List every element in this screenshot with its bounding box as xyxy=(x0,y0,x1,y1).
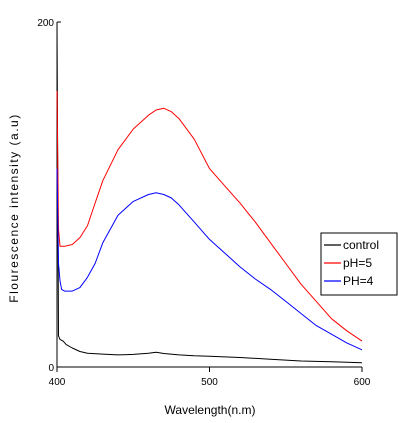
legend: control pH=5 PH=4 xyxy=(320,232,398,296)
x-tick-label: 600 xyxy=(354,377,371,388)
legend-box xyxy=(320,232,398,296)
axes xyxy=(56,22,362,368)
x-tick-label: 500 xyxy=(201,377,218,388)
y-tick-label: 200 xyxy=(37,18,54,29)
ticks: 400 500 600 0 200 xyxy=(37,18,370,388)
y-tick-label: 0 xyxy=(48,363,54,374)
series-line-ph-4 xyxy=(56,168,363,351)
x-axis-title: Wavelength(n.m) xyxy=(165,403,256,417)
x-tick-label: 400 xyxy=(49,377,66,388)
series-line-control xyxy=(56,21,363,364)
y-axis-title: Flourescence intensity (a.u) xyxy=(7,113,21,302)
series-layer xyxy=(56,21,363,364)
legend-label: pH=5 xyxy=(343,256,372,270)
legend-label: PH=4 xyxy=(343,274,374,288)
series-line-ph-5 xyxy=(56,90,363,342)
legend-label: control xyxy=(343,238,379,252)
